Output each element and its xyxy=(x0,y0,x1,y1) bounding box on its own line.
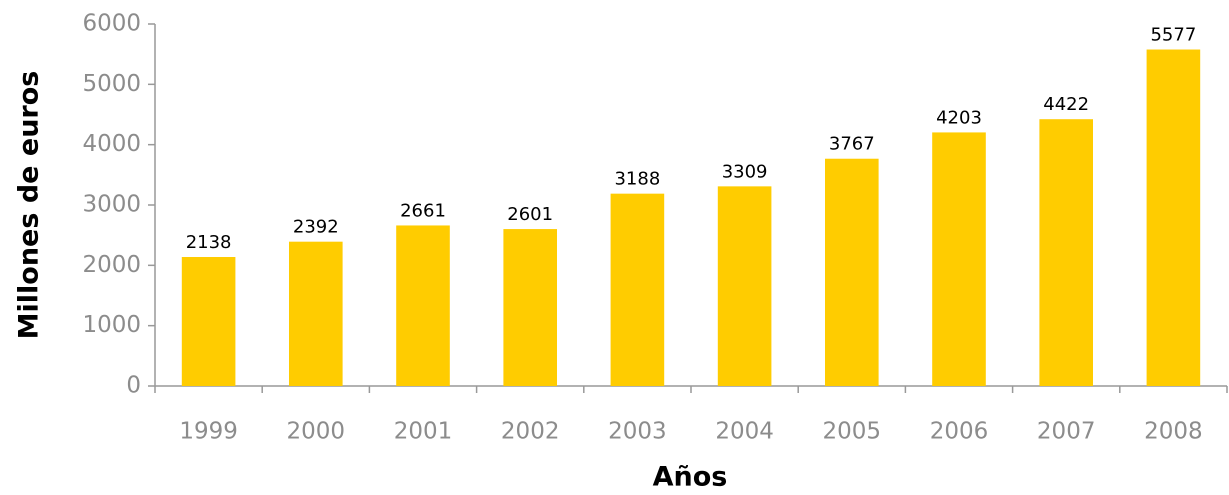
bar xyxy=(1146,49,1201,387)
bar xyxy=(181,257,236,386)
y-tick-label: 6000 xyxy=(82,11,141,37)
y-tick-label: 5000 xyxy=(82,71,141,97)
data-label: 3767 xyxy=(829,134,875,155)
data-label: 2138 xyxy=(186,232,232,253)
x-tick-label: 2004 xyxy=(715,419,774,445)
x-tick-label: 2007 xyxy=(1037,419,1096,445)
bar xyxy=(396,225,450,386)
bar xyxy=(932,132,986,386)
bar xyxy=(825,158,879,386)
data-label: 3309 xyxy=(722,161,768,182)
data-label: 2392 xyxy=(293,217,339,238)
x-tick-label: 2002 xyxy=(501,419,560,445)
data-label: 5577 xyxy=(1150,25,1196,46)
data-label: 4422 xyxy=(1043,94,1089,115)
y-tick-label: 2000 xyxy=(82,252,141,278)
bar xyxy=(610,193,665,386)
x-tick-label: 2003 xyxy=(608,419,667,445)
data-label: 4203 xyxy=(936,107,982,128)
y-tick-label: 3000 xyxy=(82,192,141,218)
data-label: 2601 xyxy=(507,204,553,225)
y-tick-label: 0 xyxy=(126,373,141,399)
bar xyxy=(289,241,343,386)
x-tick-label: 1999 xyxy=(179,419,238,445)
x-tick-label: 2008 xyxy=(1144,419,1203,445)
bar xyxy=(503,229,557,386)
data-label: 2661 xyxy=(400,200,446,221)
x-tick-label: 2000 xyxy=(287,419,346,445)
x-tick-label: 2006 xyxy=(930,419,989,445)
y-tick-label: 1000 xyxy=(82,312,141,338)
x-tick-label: 2001 xyxy=(394,419,453,445)
data-label: 3188 xyxy=(614,169,660,190)
y-tick-label: 4000 xyxy=(82,131,141,157)
bar xyxy=(1039,119,1093,387)
x-axis-title: Años xyxy=(653,462,728,493)
x-tick-label: 2005 xyxy=(823,419,882,445)
bar xyxy=(717,186,772,386)
y-axis-title: Millones de euros xyxy=(14,71,45,340)
